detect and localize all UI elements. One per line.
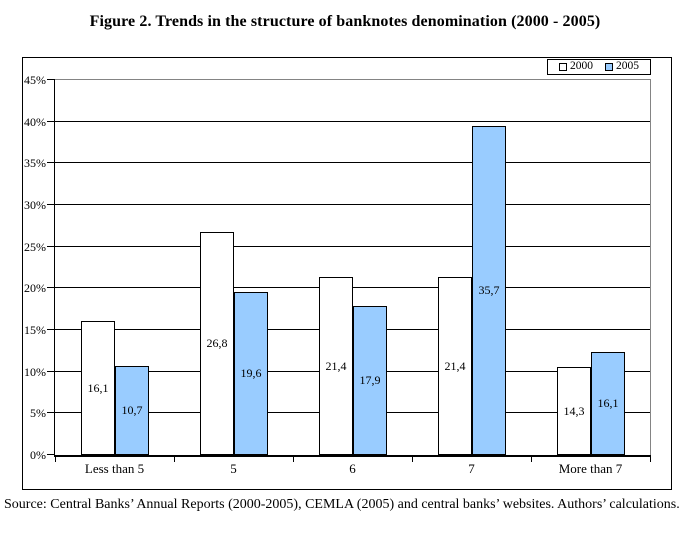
chart-frame: 0% 5% 10% 15% 20% 25% 30% 35% 40% 45% Less than 5 1…: [22, 57, 672, 490]
legend: 2000 2005: [547, 59, 651, 75]
y-axis-tick: [47, 204, 55, 205]
gridline: [55, 245, 650, 247]
y-axis-label: 45%: [24, 73, 46, 87]
x-axis-category-label: 5: [230, 461, 237, 476]
y-axis-label: 40%: [24, 114, 46, 129]
bar-2005-more-than-7: [591, 351, 625, 455]
x-axis-tick: [531, 455, 532, 462]
gridline: [55, 162, 650, 164]
y-axis-label: 30%: [24, 198, 46, 212]
bar-2005-5: [234, 291, 268, 455]
y-axis-label: 25%: [24, 239, 46, 254]
bar-value-label: 16,1: [597, 396, 619, 411]
y-axis-label: 15%: [24, 323, 46, 337]
y-axis-tick: [47, 79, 55, 80]
x-axis-tick: [293, 455, 294, 462]
bar-2000-more-than-7: [557, 366, 591, 455]
legend-label-2000: 2000: [570, 60, 593, 73]
y-axis-tick: [47, 412, 55, 414]
y-axis-tick: [47, 120, 55, 122]
bar-value-label: 16,1: [87, 380, 109, 395]
legend-swatch-2000: [559, 63, 567, 71]
plot-area: 0% 5% 10% 15% 20% 25% 30% 35% 40% 45% Less than 5 1…: [24, 74, 651, 475]
legend-swatch-2005: [605, 63, 613, 71]
y-axis-label: 0%: [30, 448, 46, 462]
y-axis-label: 10%: [24, 364, 46, 379]
bar-2005-less-than-5: [115, 365, 149, 455]
x-axis-tick: [55, 455, 56, 462]
bar-value-label: 26,8: [206, 336, 228, 351]
x-axis-category-label: 6: [349, 461, 356, 476]
x-axis-category-label: More than 7: [558, 461, 623, 476]
source-note: Source: Central Banks’ Annual Reports (2…: [4, 497, 680, 512]
y-axis-label: 20%: [24, 281, 46, 296]
x-axis-category-label: 7: [468, 461, 475, 476]
bar-value-label: 21,4: [325, 358, 347, 373]
x-axis-tick: [412, 455, 413, 462]
gridline: [55, 204, 650, 205]
legend-item-2000: 2000: [559, 61, 593, 73]
bar-2005-6: [353, 305, 387, 455]
y-axis-tick: [47, 370, 55, 372]
y-axis-label: 35%: [24, 156, 46, 171]
x-axis-tick: [174, 455, 175, 462]
legend-label-2005: 2005: [616, 60, 639, 73]
gridline: [55, 120, 650, 122]
y-axis-tick: [47, 245, 55, 247]
bar-value-label: 10,7: [121, 403, 143, 418]
x-axis-tick: [650, 455, 651, 462]
y-axis-label: 5%: [30, 406, 46, 421]
bar-2005-7: [472, 125, 506, 455]
y-axis-tick: [47, 454, 55, 455]
bar-value-label: 19,6: [240, 366, 262, 381]
bar-value-label: 14,3: [563, 403, 585, 418]
y-axis-tick: [47, 329, 55, 330]
bar-value-label: 35,7: [478, 283, 500, 298]
y-axis-tick: [47, 162, 55, 164]
bar-value-label: 17,9: [359, 373, 381, 388]
bar-2000-5: [200, 231, 234, 455]
bar-2000-less-than-5: [81, 320, 115, 455]
bar-2000-6: [319, 276, 353, 455]
bar-2000-7: [438, 276, 472, 455]
x-axis-category-label: Less than 5: [84, 461, 145, 476]
legend-item-2005: 2005: [605, 61, 639, 73]
figure-title: Figure 2. Trends in the structure of ban…: [89, 13, 601, 30]
y-axis-tick: [47, 287, 55, 289]
bar-value-label: 21,4: [444, 358, 466, 373]
